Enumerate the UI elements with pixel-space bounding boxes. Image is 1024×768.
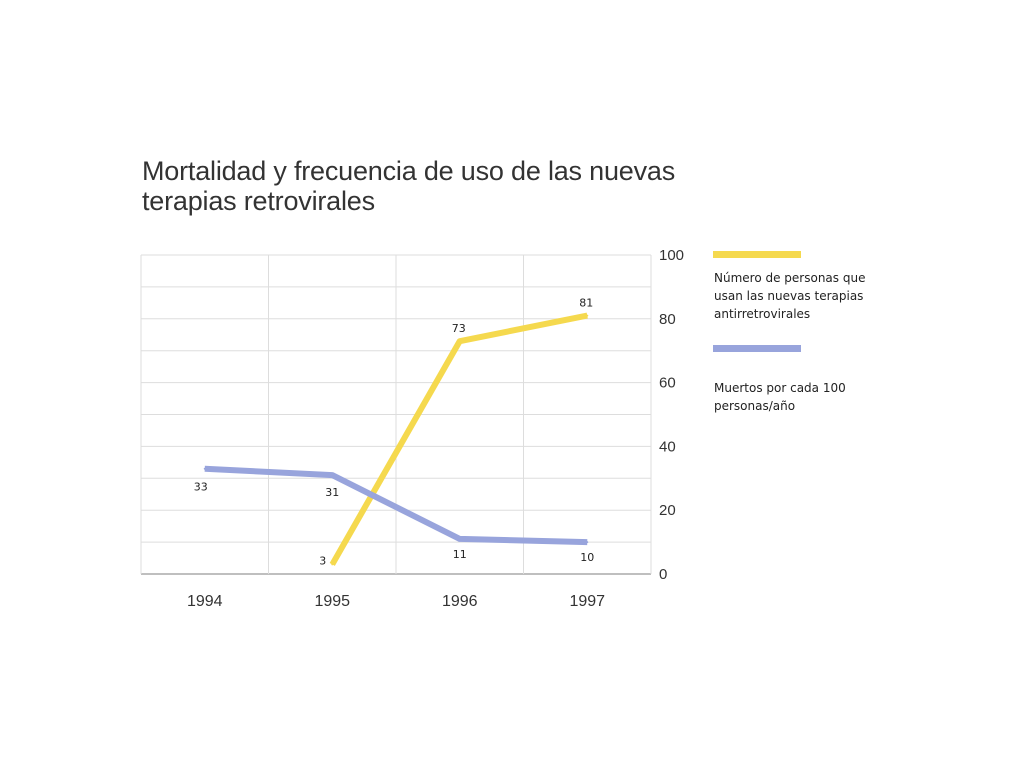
y-tick-label: 40: [659, 438, 676, 455]
data-label-deaths: 33: [194, 481, 208, 494]
data-label-deaths: 10: [580, 551, 594, 564]
chart-title: Mortalidad y frecuencia de uso de las nu…: [142, 156, 676, 216]
data-label-deaths: 11: [453, 548, 467, 561]
x-tick-label: 1997: [569, 593, 605, 610]
x-tick-label: 1996: [442, 593, 478, 610]
data-point-deaths: [331, 474, 334, 477]
data-label-deaths: 31: [325, 486, 339, 499]
series-line-deaths: [204, 465, 588, 546]
data-point-deaths: [203, 467, 206, 470]
data-label-therapy: 81: [579, 297, 593, 310]
y-tick-label: 0: [659, 566, 667, 583]
data-point-deaths: [458, 537, 461, 540]
legend-swatch-therapy: [713, 251, 801, 258]
y-tick-label: 20: [659, 502, 676, 519]
legend-swatch-deaths: [713, 345, 801, 352]
data-point-therapy: [458, 340, 461, 343]
data-label-therapy: 3: [319, 554, 326, 567]
data-label-therapy: 73: [452, 322, 466, 335]
series-line-therapy: [329, 312, 588, 566]
data-point-deaths: [586, 541, 589, 544]
x-tick-label: 1995: [314, 593, 350, 610]
y-tick-label: 100: [659, 247, 684, 264]
legend-label-deaths: Muertos por cada 100 personas/año: [714, 381, 846, 413]
y-tick-label: 60: [659, 375, 676, 392]
y-tick-label: 80: [659, 311, 676, 328]
legend-label-therapy: Número de personas que usan las nuevas t…: [714, 271, 866, 321]
data-point-therapy: [586, 314, 589, 317]
x-tick-label: 1994: [187, 593, 223, 610]
data-point-therapy: [331, 563, 334, 566]
